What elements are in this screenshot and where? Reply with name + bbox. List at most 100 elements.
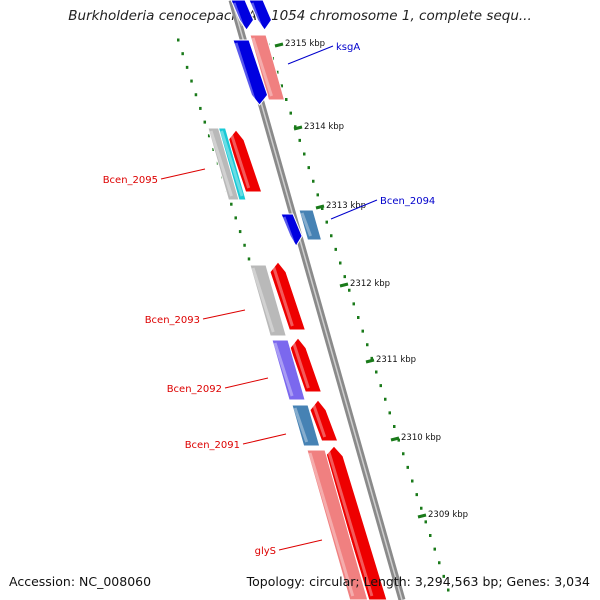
ruler-dot (438, 561, 441, 565)
ruler-dot-left (238, 230, 242, 234)
ruler-dot (424, 520, 427, 524)
ruler-dot (415, 493, 418, 497)
ruler-major-tick (293, 125, 303, 131)
ruler-dot (397, 438, 400, 442)
ruler-dot (348, 288, 351, 292)
ruler-dot-left (177, 38, 180, 42)
gene-arrow (269, 261, 307, 331)
ruler-kbp-label: 2314 kbp (304, 122, 344, 132)
gene-label: ksgA (336, 42, 360, 53)
ruler-dot (307, 166, 310, 170)
ruler-dot (429, 534, 432, 537)
gene-arrow-sheen (251, 267, 275, 333)
ruler-dot (330, 234, 333, 238)
gene-arrow-sheen (308, 452, 355, 597)
gene-arrow-sheen (232, 2, 244, 27)
gene-arrow (280, 213, 303, 247)
gene-arrow (227, 129, 263, 193)
ruler-dot-left (207, 134, 211, 138)
map-title: Burkholderia cenocepacia AU 1054 chromos… (68, 8, 532, 24)
gene-label: Bcen_2093 (145, 315, 200, 326)
gene-arrow-sheen (311, 402, 327, 438)
ruler-dot (388, 411, 391, 415)
gene-label-leader (224, 377, 269, 389)
ruler-dot (294, 125, 297, 129)
ruler-kbp-label: 2312 kbp (350, 279, 390, 289)
ruler-dot (334, 247, 337, 251)
ruler-dot (357, 316, 360, 319)
gene-arrow-sheen (220, 130, 244, 197)
ruler-kbp-label: 2315 kbp (285, 39, 325, 49)
gene-arrow (309, 399, 339, 442)
ruler-dot-left (185, 65, 189, 69)
ruler-dot (280, 84, 283, 88)
gene-arrow (217, 127, 247, 201)
gene-label: Bcen_2095 (103, 175, 158, 186)
gene-arrow (248, 0, 273, 31)
ruler-dot (325, 220, 328, 224)
ruler-dot (289, 111, 292, 115)
gene-label-leader (202, 309, 246, 320)
gene-arrow-sheen (251, 37, 273, 97)
gene-arrow (271, 339, 306, 401)
ruler-dot (411, 479, 414, 483)
gene-label-leader (330, 199, 378, 220)
gene-arrow-sheen (209, 130, 233, 197)
gene-arrow-sheen (300, 212, 312, 237)
ruler-dot (316, 193, 319, 197)
ruler-major-tick (274, 42, 284, 48)
ruler-major-tick (339, 282, 349, 288)
ruler-dot (375, 370, 378, 374)
ruler-dot-left (230, 202, 233, 206)
ruler-kbp-label: 2309 kbp (428, 510, 468, 520)
gene-arrow (230, 0, 255, 31)
ruler-dot (420, 506, 423, 510)
ruler-kbp-label: 2311 kbp (376, 355, 416, 365)
ruler-dot-left (243, 243, 246, 247)
gene-label: Bcen_2094 (380, 196, 435, 207)
ruler-dot (384, 397, 387, 401)
ruler-dot (393, 425, 396, 428)
ruler-dot-left (247, 257, 251, 261)
ruler-dot (370, 356, 373, 360)
ruler-dot (379, 384, 382, 388)
gene-arrow (291, 404, 321, 447)
gene-arrow-sheen (291, 340, 310, 389)
gene-label-leader (278, 539, 323, 551)
gene-label-leader (242, 433, 287, 445)
gene-arrow-sheen (229, 132, 251, 189)
ruler-dot (303, 152, 306, 156)
gene-label: Bcen_2091 (185, 440, 240, 451)
ruler-dot (298, 138, 301, 142)
ruler-dot (366, 343, 369, 347)
gene-arrow-sheen (326, 448, 374, 597)
gene-label: Bcen_2092 (167, 384, 222, 395)
gene-arrow-sheen (293, 407, 309, 443)
ruler-dot-left (234, 216, 237, 220)
gene-arrow-sheen (250, 2, 262, 27)
ruler-kbp-label: 2313 kbp (326, 201, 366, 211)
ruler-dot (442, 574, 445, 578)
ruler-dot (339, 261, 342, 265)
ruler-major-tick (417, 513, 427, 519)
accession-text: Accession: NC_008060 (9, 574, 152, 589)
ruler-dot-left (190, 79, 193, 83)
ruler-kbp-label: 2310 kbp (401, 433, 441, 443)
ruler-dot (312, 179, 315, 183)
ruler-dot (433, 547, 436, 551)
ruler-dot-left (194, 93, 198, 97)
ruler-dot-left (181, 52, 184, 56)
ruler-major-tick (390, 436, 400, 442)
gene-arrow-sheen (282, 216, 295, 243)
ruler-major-tick (315, 204, 325, 210)
gene-arrow (298, 209, 323, 241)
ruler-dot-left (199, 106, 202, 110)
topology-info-text: Topology: circular; Length: 3,294,563 bp… (246, 574, 590, 589)
ruler-dot (276, 70, 279, 74)
ruler-dot (402, 452, 405, 456)
gene-arrow (306, 449, 369, 600)
ruler-dot (343, 275, 346, 279)
ruler-dot (352, 302, 355, 306)
gene-label: glyS (255, 546, 276, 557)
